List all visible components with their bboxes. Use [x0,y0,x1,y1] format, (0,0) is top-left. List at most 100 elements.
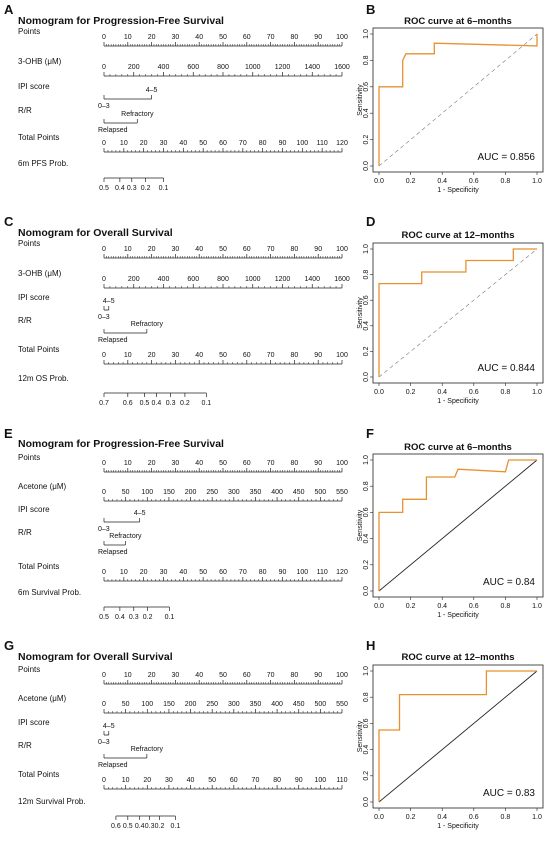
y-tick-label: 0.8 [363,692,370,702]
axis-tick-label: 20 [148,672,156,679]
axis-tick-label: 0 [102,246,106,253]
axis-tick-label: 500 [315,489,327,496]
axis-tick-label: 600 [187,64,199,71]
y-tick-label: 0.4 [363,321,370,331]
axis-tick-label: 60 [243,672,251,679]
row-label: R/R [18,106,32,115]
axis-tick-label: 40 [179,569,187,576]
axis-tick-label: 200 [185,701,197,708]
nomogram-row: Points 0 10 20 30 40 50 60 70 80 90 100 [18,665,348,685]
nomogram-title: Nomogram for Overall Survival [18,227,173,239]
axis-tick-label: 400 [158,276,170,283]
panel-letter: H [366,638,375,653]
axis-tick-label: 100 [141,489,153,496]
axis-tick-label: 0 [102,701,106,708]
prob-tick-label: 0.5 [140,400,150,407]
axis-tick-label: 60 [243,352,251,359]
roc-panel-b: B ROC curve at 6–months 0.0 0.2 0.4 0.6 0.8 1.0… [357,2,544,194]
axis-tick-label: 50 [219,352,227,359]
axis-tick-label: 300 [228,489,240,496]
category-level-label: 4–5 [146,87,158,94]
nomogram-row: R/R Relapsed Refractory [18,106,154,134]
axis-tick-label: 50 [208,777,216,784]
x-tick-label: 0.0 [374,814,384,821]
x-tick-label: 0.2 [406,814,416,821]
x-tick-label: 0.0 [374,178,384,185]
nomogram-row: 3-OHB (μM) 0 200 400 600 800 1000 1200 1400 1600 [18,269,350,289]
prob-tick-label: 0.6 [111,823,121,830]
axis-tick-label: 100 [296,569,308,576]
row-label: 6m Survival Prob. [18,588,81,597]
axis-tick-label: 300 [228,701,240,708]
axis-tick-label: 250 [206,701,218,708]
prob-tick-label: 0.5 [99,185,109,192]
row-label: 3-OHB (μM) [18,269,62,278]
y-axis-title: Sensitivity [357,720,364,752]
axis-tick-label: 200 [128,276,140,283]
category-level-label: Relapsed [98,549,128,556]
nomogram-row: Points 0 10 20 30 40 50 60 70 80 90 100 [18,27,348,47]
x-tick-label: 0.2 [406,389,416,396]
axis-tick-label: 0 [102,140,106,147]
y-tick-label: 0.4 [363,745,370,755]
prob-tick-label: 0.1 [165,614,175,621]
axis-tick-label: 1000 [245,64,261,71]
axis-tick-label: 150 [163,701,175,708]
x-tick-label: 0.6 [469,178,479,185]
axis-tick-label: 100 [141,701,153,708]
nomogram-row: 3-OHB (μM) 0 200 400 600 800 1000 1200 1400 1600 [18,57,350,77]
y-axis-title: Sensitivity [357,297,364,329]
axis-tick-label: 80 [291,34,299,41]
x-tick-label: 0.8 [501,389,511,396]
axis-tick-label: 1000 [245,276,261,283]
axis-tick-label: 10 [124,246,132,253]
y-tick-label: 0.8 [363,55,370,65]
axis-tick-label: 400 [158,64,170,71]
y-tick-label: 1.0 [363,29,370,39]
y-tick-label: 0.6 [363,82,370,92]
row-label: Total Points [18,133,59,142]
axis-tick-label: 80 [273,777,281,784]
axis-tick-label: 110 [317,569,328,576]
nomogram-title: Nomogram for Overall Survival [18,651,173,663]
panel-letter: B [366,2,375,17]
nomogram-row: 12m OS Prob. 0.7 0.6 0.5 0.4 0.3 0.2 0.1 [18,374,211,407]
prob-tick-label: 0.5 [99,614,109,621]
row-label: 12m Survival Prob. [18,797,86,806]
plot-frame [372,242,544,384]
y-tick-label: 1.0 [363,244,370,254]
axis-tick-label: 90 [314,672,322,679]
y-tick-label: 0.0 [363,586,370,596]
axis-tick-label: 100 [315,777,327,784]
y-tick-label: 0.4 [363,108,370,118]
y-tick-label: 0.0 [363,797,370,807]
roc-curve [378,248,537,377]
axis-tick-label: 250 [206,489,218,496]
x-tick-label: 0.8 [501,178,511,185]
axis-tick-label: 80 [291,460,299,467]
axis-tick-label: 1400 [304,64,320,71]
auc-label: AUC = 0.83 [483,788,535,799]
axis-tick-label: 20 [148,460,156,467]
x-tick-label: 0.4 [437,814,447,821]
prob-tick-label: 0.4 [135,823,145,830]
axis-tick-label: 800 [217,64,229,71]
prob-tick-label: 0.3 [129,614,139,621]
roc-panel-h: H ROC curve at 12–months 0.0 0.2 0.4 0.6 0.8 1.… [357,638,544,830]
panel-letter: F [366,426,374,441]
auc-label: AUC = 0.84 [483,577,535,588]
nomogram-panel-e: E Nomogram for Progression-Free Survival P… [4,426,348,621]
axis-tick-label: 350 [250,489,262,496]
axis-tick-label: 100 [296,140,308,147]
axis-tick-label: 0 [102,569,106,576]
row-label: Total Points [18,345,59,354]
axis-tick-label: 10 [124,34,132,41]
nomogram-row: R/R Relapsed Refractory [18,741,163,769]
axis-tick-label: 60 [230,777,238,784]
nomogram-row: 6m Survival Prob. 0.5 0.4 0.3 0.2 0.1 [18,588,174,621]
axis-tick-label: 0 [102,276,106,283]
axis-tick-label: 100 [336,460,348,467]
axis-tick-label: 60 [219,140,227,147]
roc-title: ROC curve at 6–months [404,16,512,27]
